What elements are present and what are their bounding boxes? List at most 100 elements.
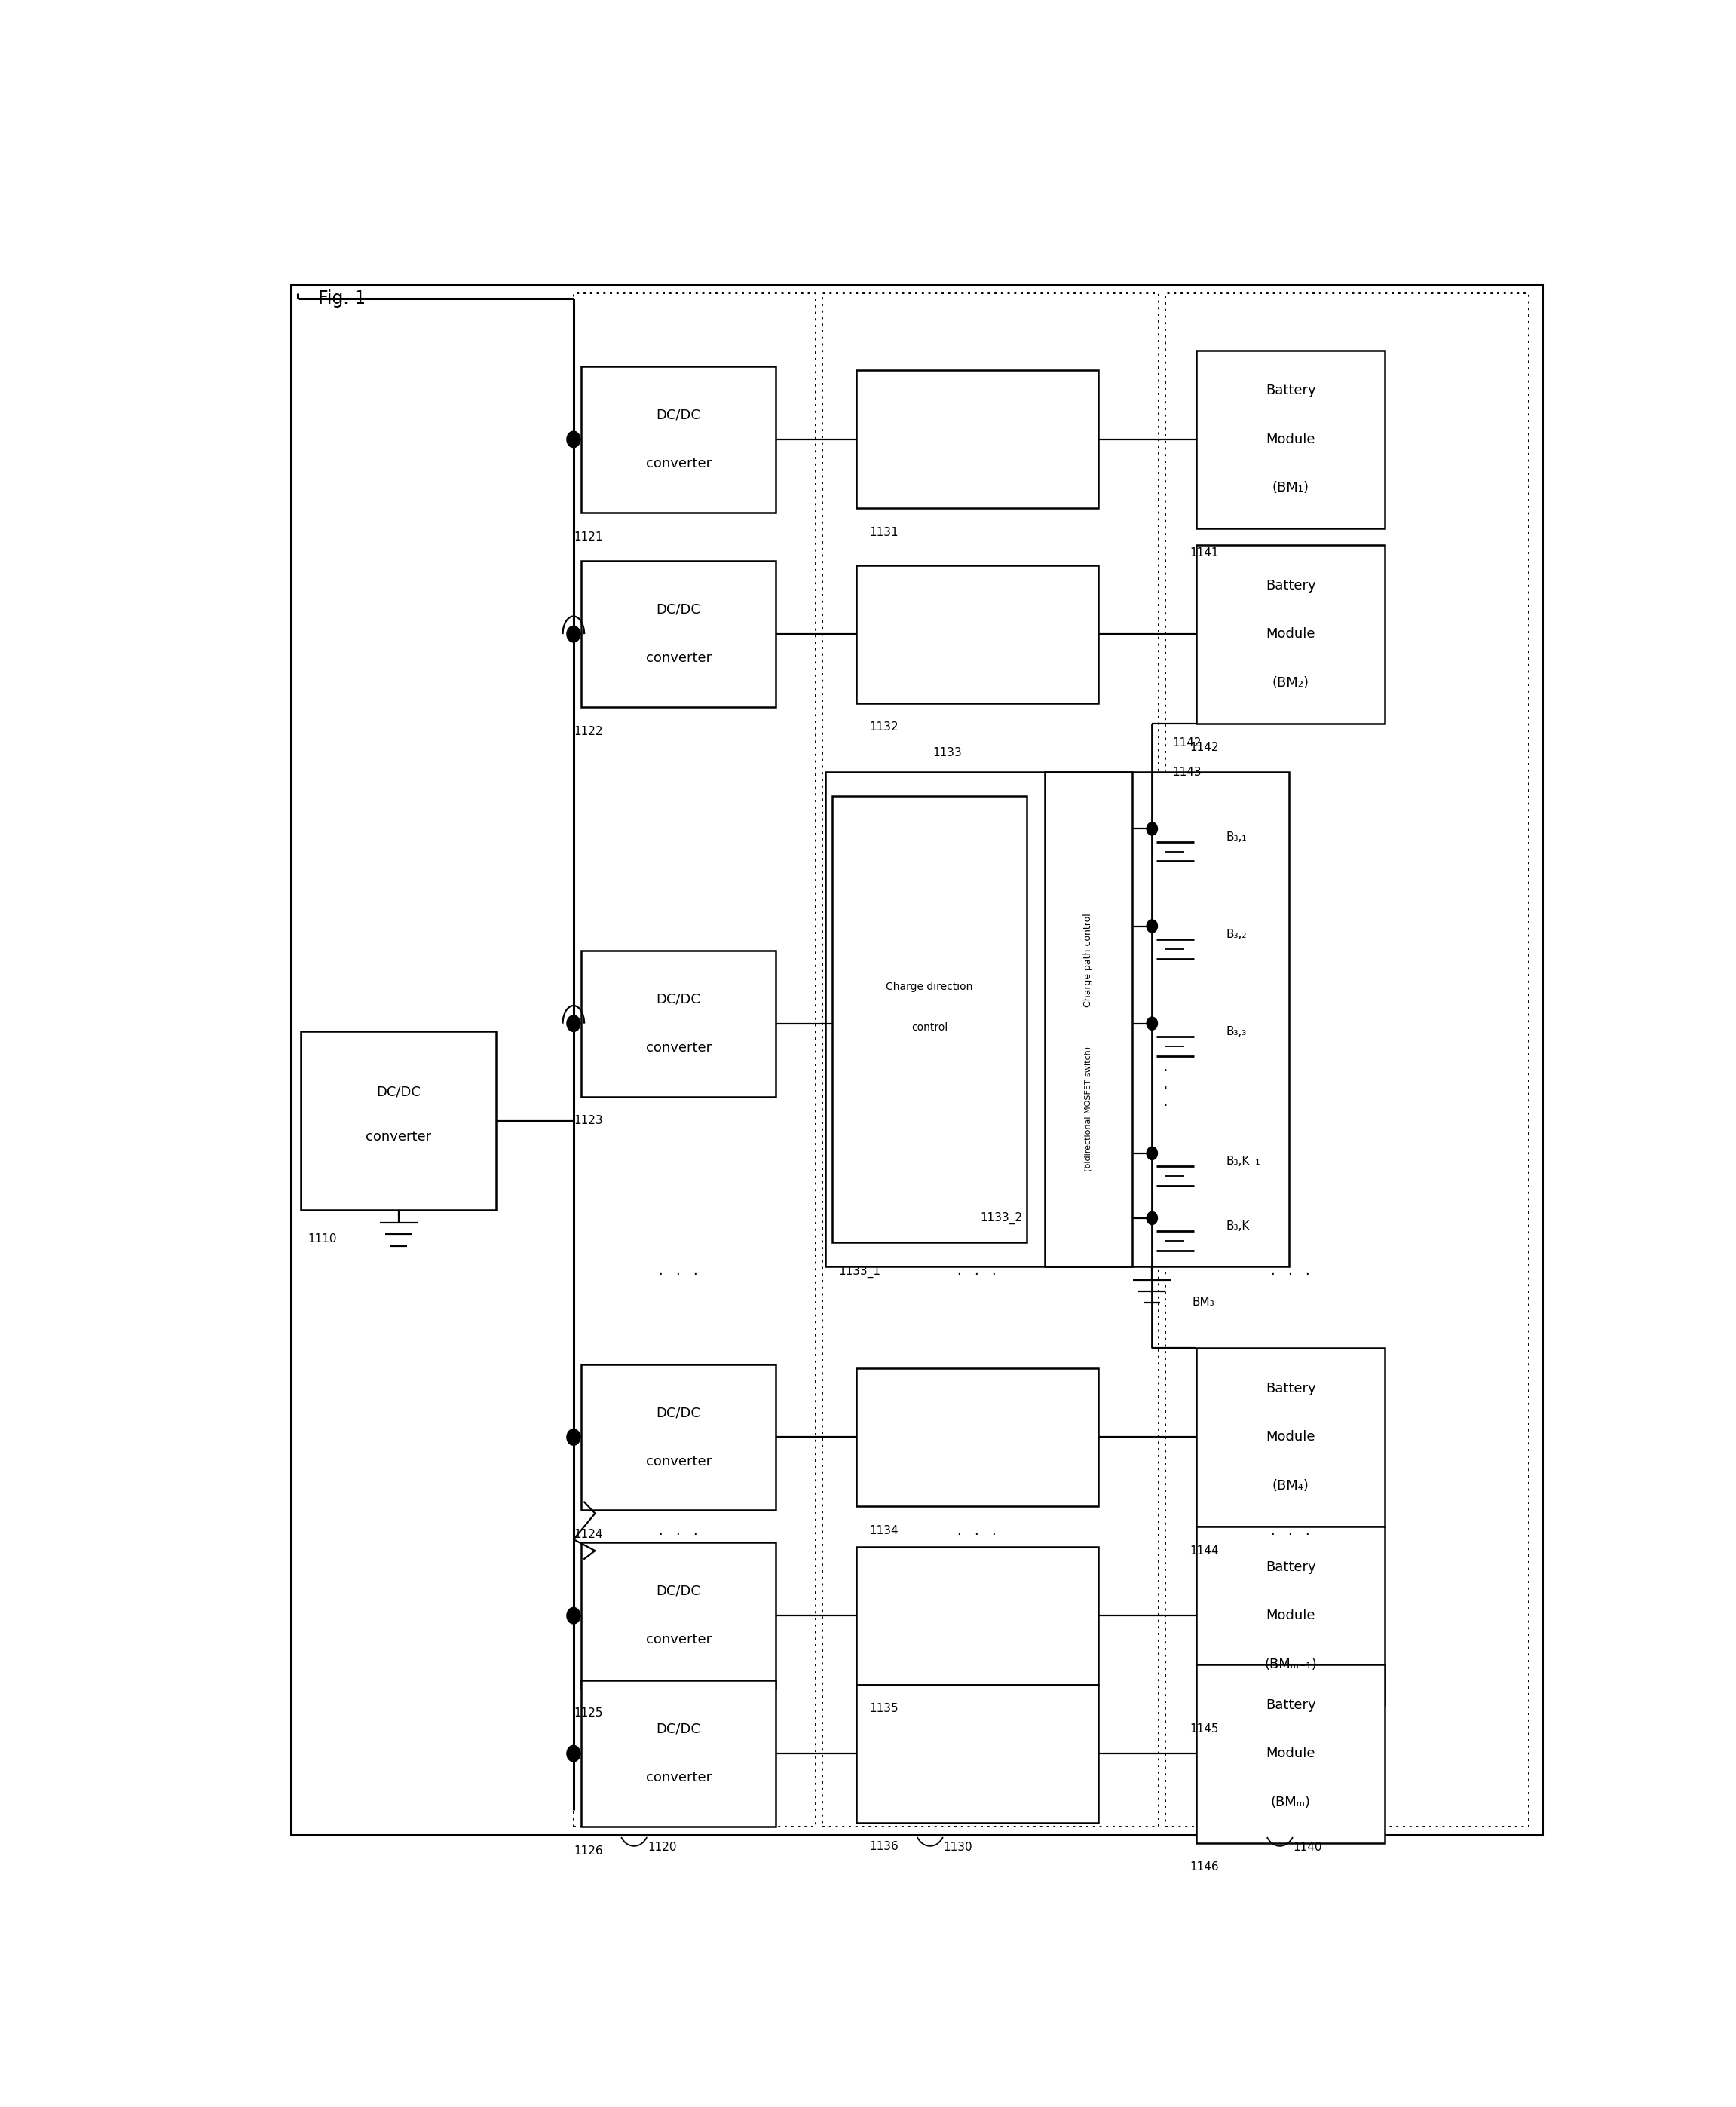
Text: Battery: Battery (1266, 1698, 1316, 1711)
Text: 1134: 1134 (870, 1525, 899, 1536)
Text: DC/DC: DC/DC (656, 409, 701, 421)
Text: Charge path control: Charge path control (1083, 912, 1094, 1007)
Text: converter: converter (646, 1633, 712, 1648)
Text: Module: Module (1266, 1431, 1316, 1443)
Text: Module: Module (1266, 432, 1316, 447)
Text: (BM₁): (BM₁) (1272, 480, 1309, 495)
Text: 1122: 1122 (575, 725, 602, 737)
Text: B₃,K: B₃,K (1226, 1220, 1250, 1233)
Text: 1124: 1124 (575, 1530, 602, 1540)
Text: DC/DC: DC/DC (656, 1405, 701, 1420)
Text: 1143: 1143 (1172, 767, 1201, 777)
Bar (582, 1542, 776, 1688)
Text: Module: Module (1266, 1610, 1316, 1622)
Circle shape (568, 432, 580, 447)
Text: (BM₂): (BM₂) (1272, 676, 1309, 689)
Text: ·   ·   ·: · · · (958, 1528, 996, 1542)
Text: 1123: 1123 (575, 1115, 604, 1127)
Bar (582, 367, 776, 512)
Text: (BM₄): (BM₄) (1272, 1479, 1309, 1492)
Bar (856, 565, 1099, 704)
Text: 1141: 1141 (1189, 548, 1219, 558)
Bar (856, 1367, 1099, 1507)
Bar (1196, 1348, 1385, 1525)
Text: 1130: 1130 (944, 1842, 972, 1854)
Text: 1132: 1132 (870, 723, 899, 733)
Bar (582, 950, 776, 1096)
Circle shape (1147, 1018, 1158, 1030)
Text: 1140: 1140 (1293, 1842, 1323, 1854)
Bar (1196, 350, 1385, 529)
Bar (856, 1686, 1099, 1823)
Text: 1126: 1126 (575, 1846, 604, 1856)
Bar (582, 1363, 776, 1511)
Text: ·   ·   ·: · · · (958, 1268, 996, 1281)
Bar (1045, 771, 1132, 1266)
Text: B₃,₂: B₃,₂ (1226, 929, 1246, 940)
Text: Fig. 1: Fig. 1 (318, 289, 366, 308)
Bar (1196, 1665, 1385, 1844)
Text: 1135: 1135 (870, 1702, 899, 1715)
Text: 1133_1: 1133_1 (838, 1266, 880, 1277)
Circle shape (568, 1016, 580, 1032)
Circle shape (1147, 919, 1158, 933)
Bar (582, 560, 776, 708)
Bar (832, 796, 1028, 1243)
Text: Battery: Battery (1266, 579, 1316, 592)
Text: BM₃: BM₃ (1193, 1298, 1215, 1308)
Text: converter: converter (646, 1454, 712, 1469)
Text: (bidirectional MOSFET switch): (bidirectional MOSFET switch) (1085, 1045, 1092, 1171)
Text: Charge direction: Charge direction (885, 982, 972, 992)
Circle shape (568, 1608, 580, 1624)
Text: Battery: Battery (1266, 383, 1316, 398)
Text: ·   ·   ·: · · · (1271, 1268, 1311, 1281)
Bar (856, 371, 1099, 508)
Text: 1145: 1145 (1189, 1724, 1219, 1734)
Text: Module: Module (1266, 628, 1316, 641)
Circle shape (568, 1745, 580, 1761)
Text: ·
·
·: · · · (1163, 1064, 1168, 1112)
Text: 1110: 1110 (307, 1233, 337, 1245)
Bar (823, 293, 1160, 1827)
Bar (1196, 546, 1385, 723)
Text: B₃,K⁻₁: B₃,K⁻₁ (1226, 1157, 1260, 1167)
Bar (856, 1547, 1099, 1686)
Text: converter: converter (366, 1129, 432, 1144)
Text: 1142: 1142 (1189, 742, 1219, 754)
Text: ·   ·   ·: · · · (1271, 1528, 1311, 1542)
Text: converter: converter (646, 651, 712, 666)
Text: ·   ·   ·: · · · (660, 1528, 698, 1542)
Text: converter: converter (646, 1041, 712, 1056)
Circle shape (1147, 1146, 1158, 1159)
Circle shape (1147, 822, 1158, 834)
Bar (582, 1681, 776, 1827)
Text: (BMₘ₋₁): (BMₘ₋₁) (1264, 1658, 1318, 1671)
Text: 1133: 1133 (932, 746, 962, 759)
Text: 1121: 1121 (575, 531, 602, 541)
Text: (BMₘ): (BMₘ) (1271, 1795, 1311, 1810)
Circle shape (568, 1429, 580, 1445)
Text: DC/DC: DC/DC (656, 603, 701, 617)
Text: DC/DC: DC/DC (656, 1584, 701, 1597)
Text: Battery: Battery (1266, 1382, 1316, 1395)
Text: 1144: 1144 (1189, 1544, 1219, 1557)
Bar (825, 771, 1290, 1266)
Text: 1131: 1131 (870, 527, 899, 539)
Circle shape (1147, 1212, 1158, 1224)
Text: DC/DC: DC/DC (656, 1721, 701, 1736)
Text: B₃,₃: B₃,₃ (1226, 1026, 1246, 1037)
Text: DC/DC: DC/DC (377, 1085, 420, 1098)
Bar (300, 1032, 496, 1209)
Bar (1196, 1525, 1385, 1705)
Text: control: control (911, 1022, 948, 1032)
Text: converter: converter (646, 1772, 712, 1785)
Text: 1142: 1142 (1172, 737, 1201, 748)
Text: Module: Module (1266, 1747, 1316, 1759)
Text: 1125: 1125 (575, 1707, 602, 1719)
Text: 1136: 1136 (870, 1842, 899, 1852)
Text: 1146: 1146 (1189, 1860, 1219, 1873)
Text: 1133_2: 1133_2 (979, 1212, 1023, 1224)
Text: converter: converter (646, 457, 712, 470)
Text: DC/DC: DC/DC (656, 992, 701, 1005)
Text: B₃,₁: B₃,₁ (1226, 832, 1246, 843)
